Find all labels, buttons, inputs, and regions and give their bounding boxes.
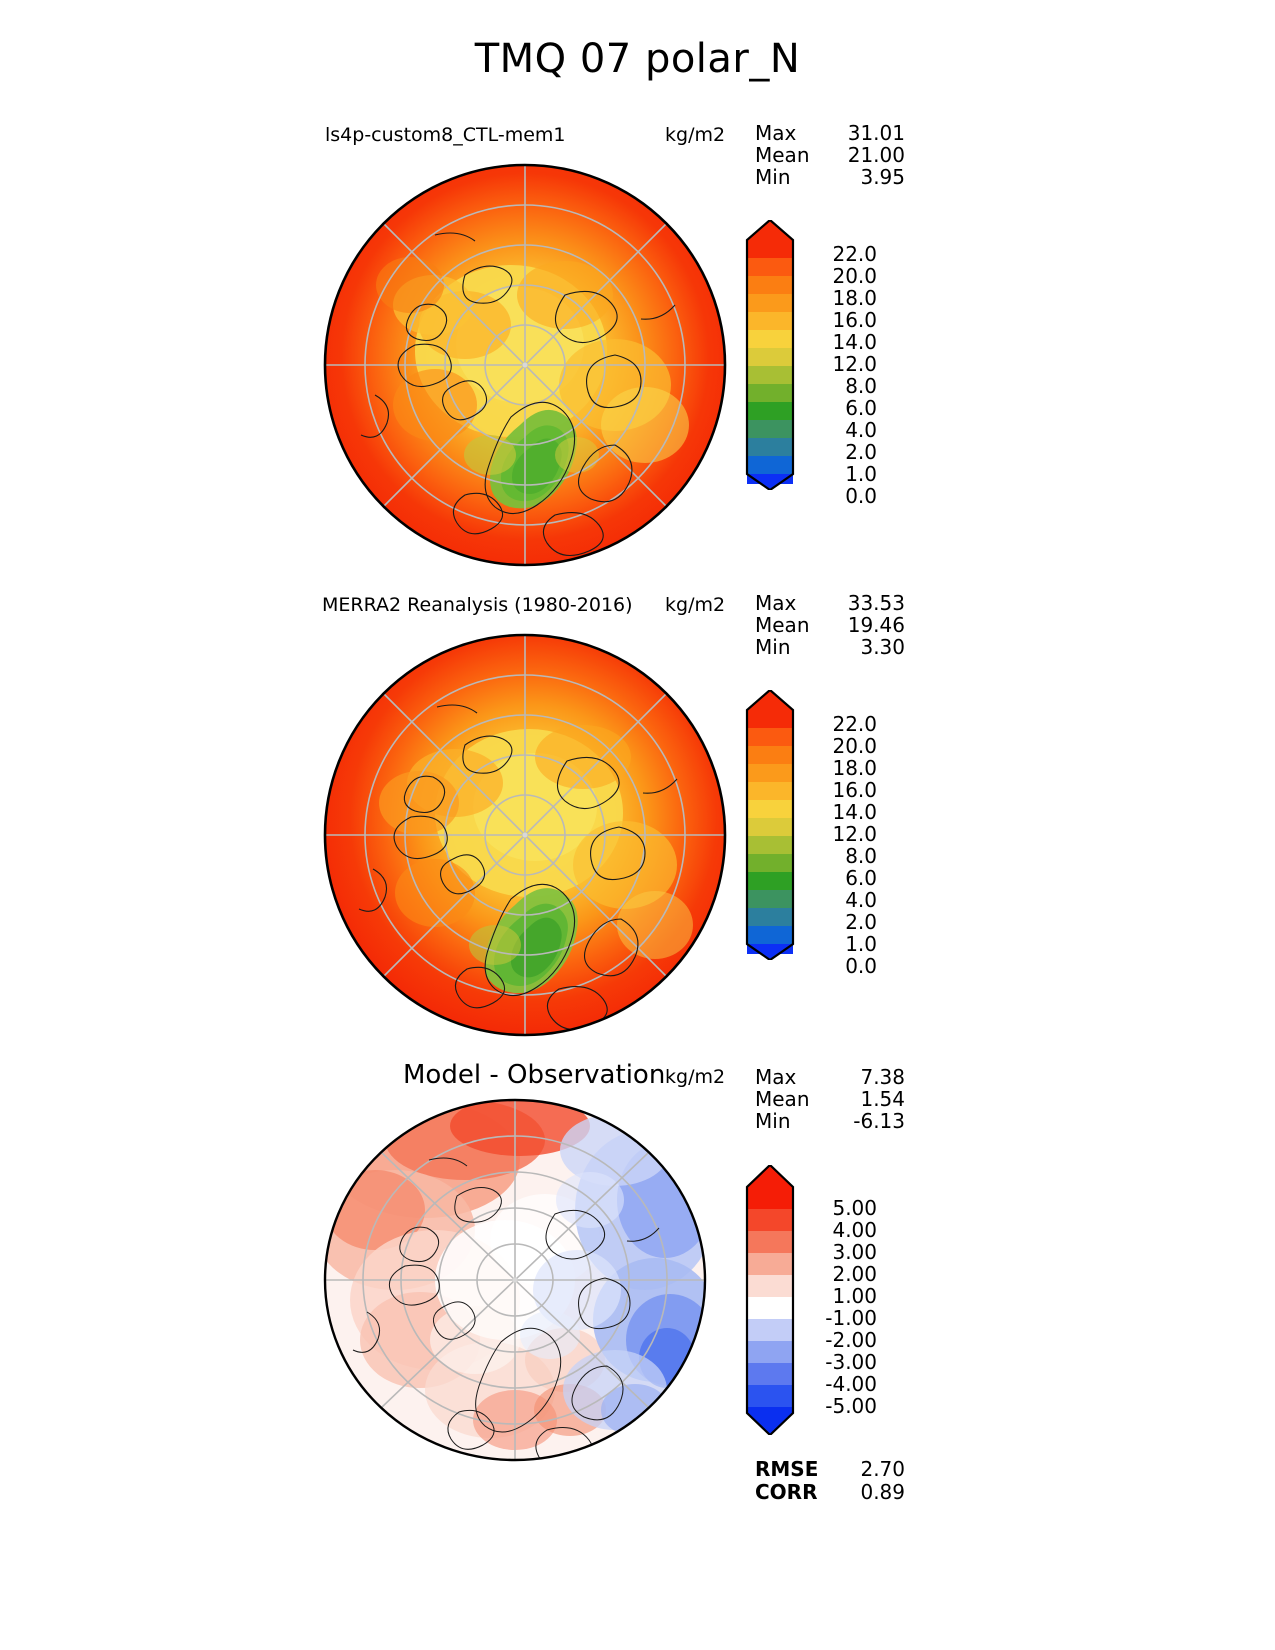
stat-value-min: -6.13	[853, 1109, 905, 1133]
colorbar-model: 22.0 20.0 18.0 16.0 14.0 12.0 8.0 6.0 4.…	[745, 220, 877, 506]
score-label-rmse: RMSE	[755, 1457, 819, 1481]
cbar-tick: 6.0	[845, 866, 877, 890]
colorbar-svg-observation	[745, 690, 795, 960]
cbar-tick: 8.0	[845, 374, 877, 398]
colorbar-difference: 5.00 4.00 3.00 2.00 1.00 -1.00 -2.00 -3.…	[745, 1165, 877, 1435]
cbar-tick: 22.0	[832, 712, 877, 736]
stat-value-min: 3.30	[860, 635, 905, 659]
cbar-tick: 5.00	[832, 1196, 877, 1220]
score-value-corr: 0.89	[860, 1480, 905, 1504]
cbar-tick: -5.00	[825, 1394, 877, 1418]
cbar-tick: 4.0	[845, 418, 877, 442]
polar-map-svg-model	[323, 163, 727, 567]
score-row-rmse: RMSE 2.70	[755, 1458, 905, 1481]
stat-value-max: 33.53	[847, 591, 905, 615]
cbar-tick: 6.0	[845, 396, 877, 420]
cbar-tick: 18.0	[832, 286, 877, 310]
cbar-tick: 0.0	[845, 484, 877, 508]
cbar-tick: 22.0	[832, 242, 877, 266]
cbar-tick: 8.0	[845, 844, 877, 868]
colorbar-observation: 22.0 20.0 18.0 16.0 14.0 12.0 8.0 6.0 4.…	[745, 690, 877, 976]
panel-model: ls4p-custom8_CTL-mem1 kg/m2 Max 31.01 Mea…	[0, 120, 1275, 580]
cbar-tick: 2.0	[845, 440, 877, 464]
cbar-tick: 18.0	[832, 756, 877, 780]
score-value-rmse: 2.70	[860, 1457, 905, 1481]
cbar-tick: 2.0	[845, 910, 877, 934]
colorbar-bands-model	[747, 220, 793, 490]
cbar-tick: 12.0	[832, 352, 877, 376]
colorbar-svg-difference	[745, 1165, 795, 1435]
stat-row-max: Max 31.01	[755, 122, 905, 144]
stat-label-max: Max	[755, 591, 797, 615]
score-row-corr: CORR 0.89	[755, 1481, 905, 1504]
stat-value-max: 31.01	[847, 121, 905, 145]
colorbar-bands-difference	[747, 1165, 793, 1435]
cbar-tick: 1.0	[845, 462, 877, 486]
stats-block-observation: Max 33.53 Mean 19.46 Min 3.30	[755, 592, 905, 658]
stat-row-mean: Mean 21.00	[755, 144, 905, 166]
stat-label-min: Min	[755, 165, 791, 189]
cbar-tick: -4.00	[825, 1372, 877, 1396]
panel-observation: MERRA2 Reanalysis (1980-2016) kg/m2 Max 3…	[0, 590, 1275, 1050]
cbar-tick: 16.0	[832, 778, 877, 802]
stat-value-max: 7.38	[860, 1065, 905, 1089]
cbar-tick: 3.00	[832, 1240, 877, 1264]
stat-row-mean: Mean 19.46	[755, 614, 905, 636]
stat-row-min: Min -6.13	[755, 1110, 905, 1132]
cbar-tick: 4.0	[845, 888, 877, 912]
cbar-tick: 14.0	[832, 800, 877, 824]
panel-units-model: kg/m2	[665, 124, 726, 146]
stats-block-difference: Max 7.38 Mean 1.54 Min -6.13	[755, 1066, 905, 1132]
score-label-corr: CORR	[755, 1480, 818, 1504]
stat-label-max: Max	[755, 121, 797, 145]
stat-label-min: Min	[755, 635, 791, 659]
stat-row-max: Max 33.53	[755, 592, 905, 614]
panel-units-observation: kg/m2	[665, 594, 726, 616]
cbar-tick: 20.0	[832, 264, 877, 288]
stat-row-min: Min 3.30	[755, 636, 905, 658]
stat-row-mean: Mean 1.54	[755, 1088, 905, 1110]
polar-map-model	[315, 155, 735, 575]
colorbar-bands-observation	[747, 690, 793, 960]
cbar-tick: 2.00	[832, 1262, 877, 1286]
cbar-tick: 4.00	[832, 1218, 877, 1242]
figure-title: TMQ 07 polar_N	[474, 36, 801, 82]
panel-title-model: ls4p-custom8_CTL-mem1	[325, 124, 566, 146]
map-coastlines-model	[360, 232, 676, 557]
cbar-tick: 0.0	[845, 954, 877, 978]
panel-title-observation: MERRA2 Reanalysis (1980-2016)	[322, 594, 633, 616]
panel-title-difference: Model - Observation	[403, 1060, 666, 1090]
map-coastlines-difference	[352, 1157, 660, 1460]
polar-map-difference	[315, 1090, 715, 1470]
stat-label-mean: Mean	[755, 1087, 810, 1111]
cbar-tick: -1.00	[825, 1306, 877, 1330]
panel-difference: Model - Observation kg/m2 Max 7.38 Mean 1.…	[0, 1060, 1275, 1530]
stat-value-mean: 19.46	[847, 613, 905, 637]
cbar-tick: 1.00	[832, 1284, 877, 1308]
cbar-tick: -3.00	[825, 1350, 877, 1374]
stat-row-max: Max 7.38	[755, 1066, 905, 1088]
polar-map-observation	[315, 625, 735, 1045]
stat-label-min: Min	[755, 1109, 791, 1133]
cbar-tick: 14.0	[832, 330, 877, 354]
stat-label-mean: Mean	[755, 143, 810, 167]
stat-label-mean: Mean	[755, 613, 810, 637]
cbar-tick: 20.0	[832, 734, 877, 758]
stat-value-min: 3.95	[860, 165, 905, 189]
polar-map-svg-difference	[323, 1098, 707, 1462]
score-block-difference: RMSE 2.70 CORR 0.89	[755, 1458, 905, 1504]
stat-row-min: Min 3.95	[755, 166, 905, 188]
stats-block-model: Max 31.01 Mean 21.00 Min 3.95	[755, 122, 905, 188]
stat-value-mean: 1.54	[860, 1087, 905, 1111]
cbar-tick: -2.00	[825, 1328, 877, 1352]
colorbar-svg-model	[745, 220, 795, 490]
polar-map-svg-observation	[323, 633, 727, 1037]
cbar-tick: 1.0	[845, 932, 877, 956]
cbar-tick: 12.0	[832, 822, 877, 846]
stat-value-mean: 21.00	[847, 143, 905, 167]
cbar-tick: 16.0	[832, 308, 877, 332]
stat-label-max: Max	[755, 1065, 797, 1089]
panel-units-difference: kg/m2	[665, 1066, 726, 1088]
